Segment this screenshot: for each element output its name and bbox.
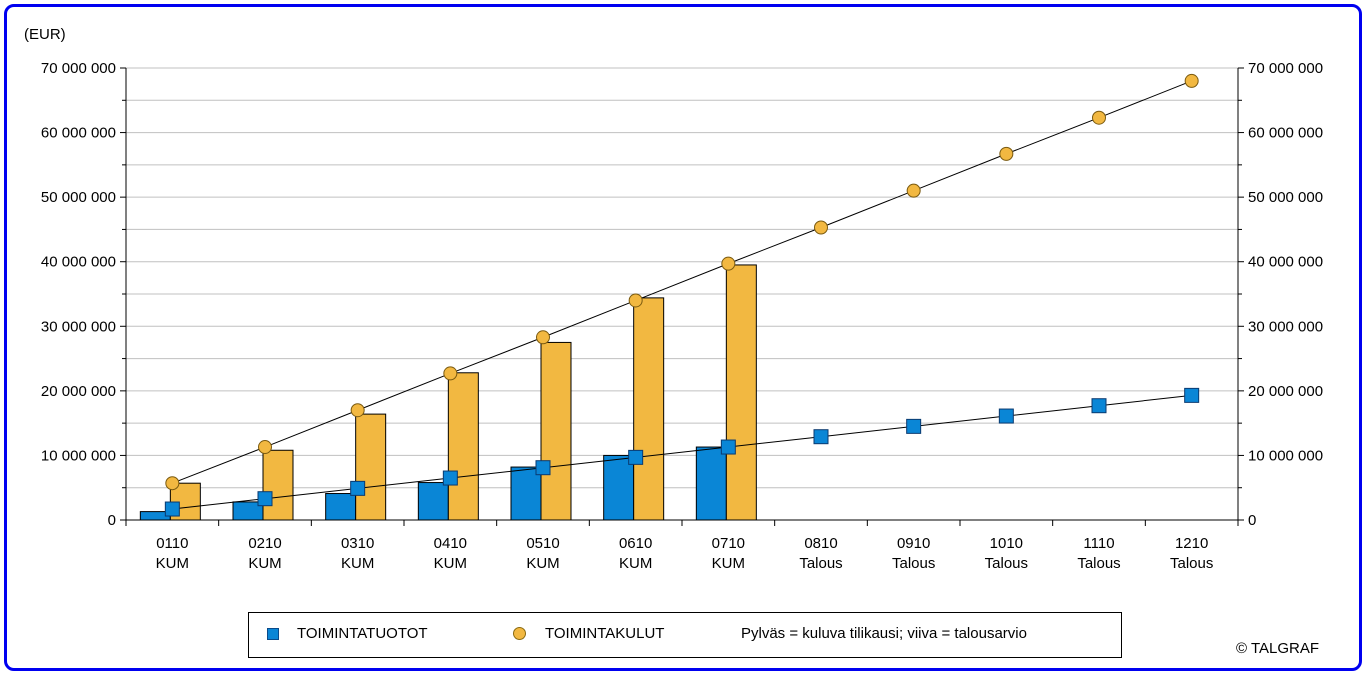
x-tick-label: KUM bbox=[434, 555, 467, 572]
legend-label-expenses: TOIMINTAKULUT bbox=[545, 625, 665, 642]
marker-income bbox=[257, 491, 273, 507]
y-tick-label-right: 20 000 000 bbox=[1248, 383, 1323, 400]
marker-income bbox=[813, 429, 829, 445]
bar-expenses bbox=[447, 372, 479, 521]
marker-expenses bbox=[258, 440, 272, 455]
marker-expenses bbox=[165, 476, 180, 491]
x-tick-label: Talous bbox=[1077, 555, 1120, 572]
x-tick-label: 0310 bbox=[341, 535, 374, 552]
y-tick-label-right: 30 000 000 bbox=[1248, 318, 1323, 335]
x-tick-label: KUM bbox=[248, 555, 281, 572]
marker-expenses bbox=[1184, 73, 1199, 88]
x-tick-label: 0610 bbox=[619, 535, 652, 552]
marker-expenses bbox=[999, 146, 1014, 161]
legend: TOIMINTATUOTOT TOIMINTAKULUT Pylväs = ku… bbox=[248, 612, 1122, 658]
x-tick-label: KUM bbox=[526, 555, 559, 572]
marker-expenses bbox=[1092, 110, 1106, 125]
line-expenses-budget bbox=[172, 80, 1192, 484]
copyright-label: © TALGRAF bbox=[1236, 640, 1320, 657]
bar-expenses bbox=[725, 264, 757, 521]
marker-expenses bbox=[628, 293, 643, 308]
y-tick-label-left: 10 000 000 bbox=[41, 447, 116, 464]
x-tick-label: 0910 bbox=[897, 535, 930, 552]
x-tick-label: 1210 bbox=[1175, 535, 1208, 552]
y-tick-label-right: 70 000 000 bbox=[1248, 60, 1323, 77]
y-tick-label-left: 40 000 000 bbox=[41, 254, 116, 271]
y-tick-label-left: 60 000 000 bbox=[41, 125, 116, 142]
x-tick-label: Talous bbox=[1170, 555, 1213, 572]
x-tick-label: 0210 bbox=[248, 535, 281, 552]
y-tick-label-right: 0 bbox=[1248, 512, 1256, 529]
chart-frame bbox=[4, 4, 1362, 671]
x-tick-label: 0710 bbox=[712, 535, 745, 552]
x-tick-label: 0110 bbox=[156, 535, 188, 552]
x-tick-label: KUM bbox=[156, 555, 189, 572]
y-tick-label-right: 60 000 000 bbox=[1248, 125, 1323, 142]
y-tick-label-right: 40 000 000 bbox=[1248, 254, 1323, 271]
bar-income bbox=[417, 482, 449, 521]
marker-income bbox=[720, 439, 736, 455]
legend-label-income: TOIMINTATUOTOT bbox=[297, 625, 428, 642]
marker-expenses bbox=[350, 403, 365, 418]
y-tick-label-left: 0 bbox=[108, 512, 116, 529]
marker-expenses bbox=[906, 183, 921, 198]
marker-expenses bbox=[814, 220, 828, 235]
marker-income bbox=[1184, 387, 1200, 403]
x-tick-label: Talous bbox=[985, 555, 1028, 572]
marker-income bbox=[1091, 398, 1107, 414]
y-tick-label-left: 50 000 000 bbox=[41, 189, 116, 206]
legend-note: Pylväs = kuluva tilikausi; viiva = talou… bbox=[741, 625, 1027, 642]
marker-income bbox=[998, 408, 1014, 424]
bar-income bbox=[695, 446, 727, 521]
marker-income bbox=[628, 449, 644, 465]
bar-expenses bbox=[540, 341, 572, 521]
bar-expenses bbox=[262, 449, 294, 521]
bar-income bbox=[510, 466, 542, 521]
marker-income bbox=[442, 470, 458, 486]
x-tick-label: KUM bbox=[619, 555, 652, 572]
x-tick-label: 1010 bbox=[990, 535, 1023, 552]
y-tick-label-right: 50 000 000 bbox=[1248, 189, 1323, 206]
legend-square-marker-icon bbox=[267, 628, 279, 640]
x-tick-label: KUM bbox=[712, 555, 745, 572]
marker-expenses bbox=[721, 256, 736, 271]
y-axis-unit-label: (EUR) bbox=[24, 26, 66, 43]
bar-income bbox=[603, 454, 635, 521]
marker-expenses bbox=[443, 366, 458, 381]
y-tick-label-right: 10 000 000 bbox=[1248, 447, 1323, 464]
marker-expenses bbox=[536, 330, 550, 345]
marker-income bbox=[535, 460, 551, 476]
marker-income bbox=[350, 480, 366, 496]
marker-income bbox=[164, 501, 180, 517]
y-tick-label-left: 20 000 000 bbox=[41, 383, 116, 400]
y-tick-label-left: 70 000 000 bbox=[41, 60, 116, 77]
x-tick-label: 0810 bbox=[804, 535, 837, 552]
y-tick-label-left: 30 000 000 bbox=[41, 318, 116, 335]
x-tick-label: Talous bbox=[799, 555, 842, 572]
legend-circle-marker-icon bbox=[513, 627, 526, 640]
x-tick-label: 0410 bbox=[434, 535, 467, 552]
line-income-budget bbox=[172, 394, 1192, 510]
marker-income bbox=[906, 418, 922, 434]
bar-expenses bbox=[355, 413, 387, 521]
x-tick-label: 0510 bbox=[526, 535, 559, 552]
x-tick-label: 1110 bbox=[1083, 535, 1114, 552]
bar-income bbox=[325, 493, 357, 521]
x-tick-label: KUM bbox=[341, 555, 374, 572]
x-tick-label: Talous bbox=[892, 555, 935, 572]
bar-expenses bbox=[633, 297, 665, 521]
